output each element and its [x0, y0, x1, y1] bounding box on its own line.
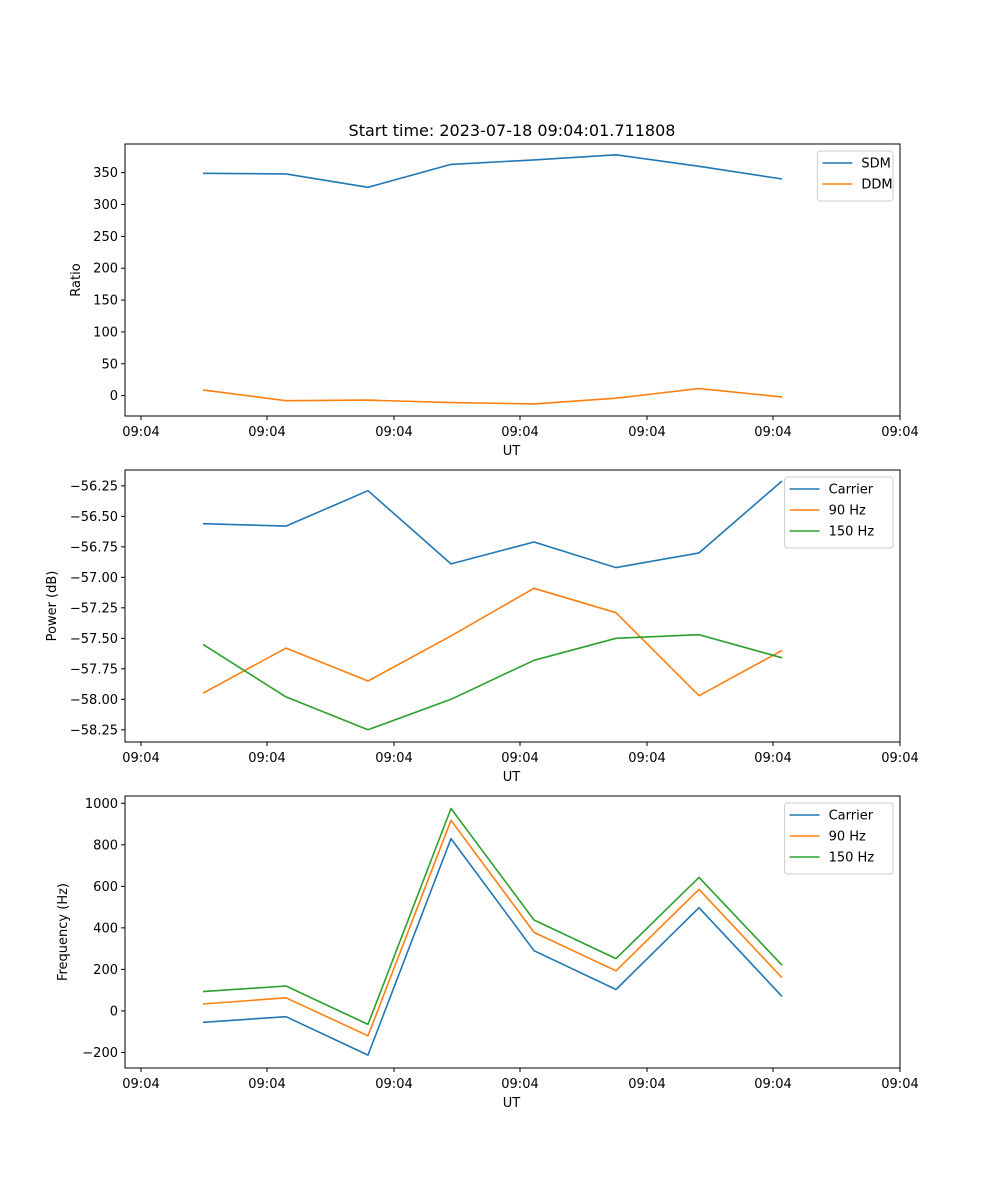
y-tick-label: 600	[93, 880, 118, 895]
y-tick-label: −57.50	[70, 632, 118, 647]
series-line-90-hz	[202, 587, 783, 697]
y-tick-label: 0	[110, 1004, 118, 1019]
x-tick-label: 09:04	[754, 751, 791, 766]
figure-title: Start time: 2023-07-18 09:04:01.711808	[349, 121, 676, 140]
panels: 0 50 100 150 200 250 300 350 09:04 09:04 09:04 09:0…	[45, 143, 919, 1111]
x-tick-label: 09:04	[881, 1077, 918, 1092]
y-axis-label: Power (dB)	[45, 571, 60, 642]
x-tick-label: 09:04	[122, 1077, 159, 1092]
x-axis-label: UT	[503, 1096, 521, 1111]
x-tick-label: 09:04	[248, 751, 285, 766]
series-line-90-hz	[202, 819, 783, 1037]
x-axis-label: UT	[503, 444, 521, 459]
legend-label: SDM	[861, 157, 890, 172]
legend: Carrier 90 Hz 150 Hz	[784, 476, 894, 549]
x-tick-label: 09:04	[375, 425, 412, 440]
x-tick-label: 09:04	[375, 1077, 412, 1092]
legend-label: Carrier	[829, 483, 874, 498]
plot-frame	[124, 469, 901, 743]
series-line-carrier	[202, 837, 783, 1056]
y-tick-label: 400	[93, 921, 118, 936]
x-tick-label: 09:04	[248, 1077, 285, 1092]
y-tick-label: 200	[93, 262, 118, 277]
legend-label: 90 Hz	[829, 830, 866, 845]
legend-label: DDM	[861, 178, 892, 193]
x-tick-label: 09:04	[501, 425, 538, 440]
y-tick-label: 200	[93, 963, 118, 978]
y-axis-label: Ratio	[69, 263, 84, 296]
series-line-sdm	[202, 154, 783, 189]
y-tick-label: −200	[82, 1046, 118, 1061]
y-tick-label: 50	[101, 357, 118, 372]
legend: Carrier 90 Hz 150 Hz	[784, 802, 894, 875]
y-tick-label: 800	[93, 838, 118, 853]
series-line-ddm	[202, 387, 783, 405]
y-tick-label: 350	[93, 166, 118, 181]
y-tick-label: 150	[93, 294, 118, 309]
y-tick-label: 300	[93, 198, 118, 213]
y-tick-label: −56.75	[70, 540, 118, 555]
x-tick-label: 09:04	[122, 751, 159, 766]
legend-label: 90 Hz	[829, 504, 866, 519]
x-tick-label: 09:04	[628, 1077, 665, 1092]
x-tick-label: 09:04	[754, 425, 791, 440]
chart-frequency: −200 0 200 400 600 800 1000 09:04 09:04 09:04 09:0…	[56, 795, 919, 1111]
chart-power: −58.25 −58.00 −57.75 −57.50 −57.25 −57.00 −56.…	[45, 469, 919, 785]
legend-label: Carrier	[829, 809, 874, 824]
y-tick-label: 0	[110, 389, 118, 404]
chart-ratio: 0 50 100 150 200 250 300 350 09:04 09:04 09:04 09:0…	[69, 143, 919, 459]
y-tick-label: 250	[93, 230, 118, 245]
y-tick-label: −57.00	[70, 571, 118, 586]
legend: SDM DDM	[816, 150, 894, 202]
x-tick-label: 09:04	[628, 751, 665, 766]
series-line-150-hz	[202, 633, 783, 731]
x-tick-label: 09:04	[628, 425, 665, 440]
x-axis-label: UT	[503, 770, 521, 785]
plot-frame	[124, 795, 901, 1069]
x-tick-label: 09:04	[754, 1077, 791, 1092]
y-tick-label: −56.25	[70, 479, 118, 494]
legend-label: 150 Hz	[829, 851, 875, 866]
plot-frame	[124, 143, 901, 417]
y-tick-label: −56.50	[70, 510, 118, 525]
x-tick-label: 09:04	[501, 751, 538, 766]
x-tick-label: 09:04	[375, 751, 412, 766]
y-tick-label: −57.75	[70, 662, 118, 677]
x-tick-label: 09:04	[881, 751, 918, 766]
y-axis-label: Frequency (Hz)	[56, 883, 71, 981]
series-line-150-hz	[202, 807, 783, 1026]
y-tick-label: −58.25	[70, 723, 118, 738]
x-tick-label: 09:04	[501, 1077, 538, 1092]
y-tick-label: −57.25	[70, 601, 118, 616]
series-line-carrier	[202, 480, 783, 569]
y-tick-label: −58.00	[70, 693, 118, 708]
x-tick-label: 09:04	[248, 425, 285, 440]
x-tick-label: 09:04	[881, 425, 918, 440]
legend-label: 150 Hz	[829, 525, 875, 540]
y-tick-label: 1000	[85, 797, 118, 812]
x-tick-label: 09:04	[122, 425, 159, 440]
y-tick-label: 100	[93, 325, 118, 340]
